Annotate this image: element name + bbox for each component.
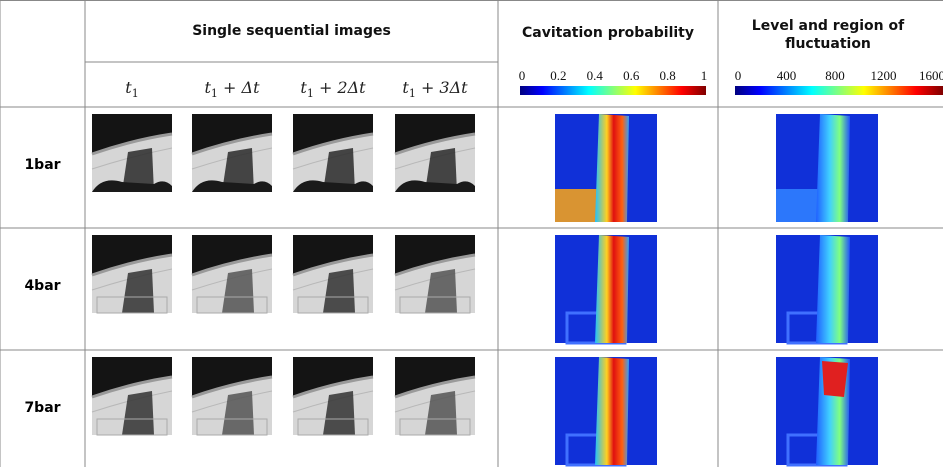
table-graphics: [0, 0, 943, 467]
colorbar-tick-label: 0.4: [587, 68, 603, 84]
column-header: Level and region of fluctuation: [738, 10, 918, 60]
colorbar-tick-label: 0: [519, 68, 526, 84]
time-label-part: + Δt: [223, 78, 259, 97]
sequential-image: [395, 235, 475, 313]
colorbar-tick-label: 800: [825, 68, 845, 84]
sequential-image: [92, 357, 172, 435]
time-label: t1 + 3Δt: [385, 78, 485, 100]
row-label: 1bar: [0, 157, 85, 173]
colorbar-tick-label: 0.2: [550, 68, 566, 84]
colorbar-tick-label: 1600: [919, 68, 943, 84]
time-label: t1 + Δt: [182, 78, 282, 100]
colorbar: [735, 86, 943, 95]
colorbar-tick-label: 1: [701, 68, 708, 84]
sequential-image: [395, 114, 475, 192]
sequential-image: [192, 357, 272, 435]
column-header: Cavitation probability: [498, 8, 718, 58]
sequential-image: [293, 235, 373, 313]
page: Single sequential images Cavitation prob…: [0, 0, 943, 467]
row-label: 4bar: [0, 278, 85, 294]
heatmap-image: [776, 114, 878, 222]
sequential-image: [92, 235, 172, 313]
heatmap-image: [776, 357, 878, 465]
sequential-image: [293, 357, 373, 435]
sequential-image: [395, 357, 475, 435]
time-label-part: 1: [211, 87, 218, 100]
colorbar-tick-label: 400: [777, 68, 797, 84]
heatmap-image: [555, 114, 657, 222]
colorbar-tick-label: 0: [735, 68, 742, 84]
time-label-part: 1: [307, 87, 314, 100]
column-header: Single sequential images: [85, 0, 498, 62]
colorbar-tick-label: 0.8: [659, 68, 675, 84]
heatmap-image: [776, 235, 878, 343]
heatmap-image: [555, 357, 657, 465]
row-label: 7bar: [0, 400, 85, 416]
time-label-part: + 2Δt: [319, 78, 366, 97]
colorbar-tick-label: 0.6: [623, 68, 639, 84]
colorbar: [520, 86, 706, 95]
colorbar-tick-label: 1200: [871, 68, 897, 84]
time-label-part: 1: [132, 87, 139, 100]
time-label: t1 + 2Δt: [283, 78, 383, 100]
heatmap-image: [555, 235, 657, 343]
time-label-part: + 3Δt: [421, 78, 468, 97]
time-label-part: 1: [409, 87, 416, 100]
time-label: t1: [82, 78, 182, 100]
sequential-image: [293, 114, 373, 192]
sequential-image: [192, 235, 272, 313]
sequential-image: [192, 114, 272, 192]
sequential-image: [92, 114, 172, 192]
